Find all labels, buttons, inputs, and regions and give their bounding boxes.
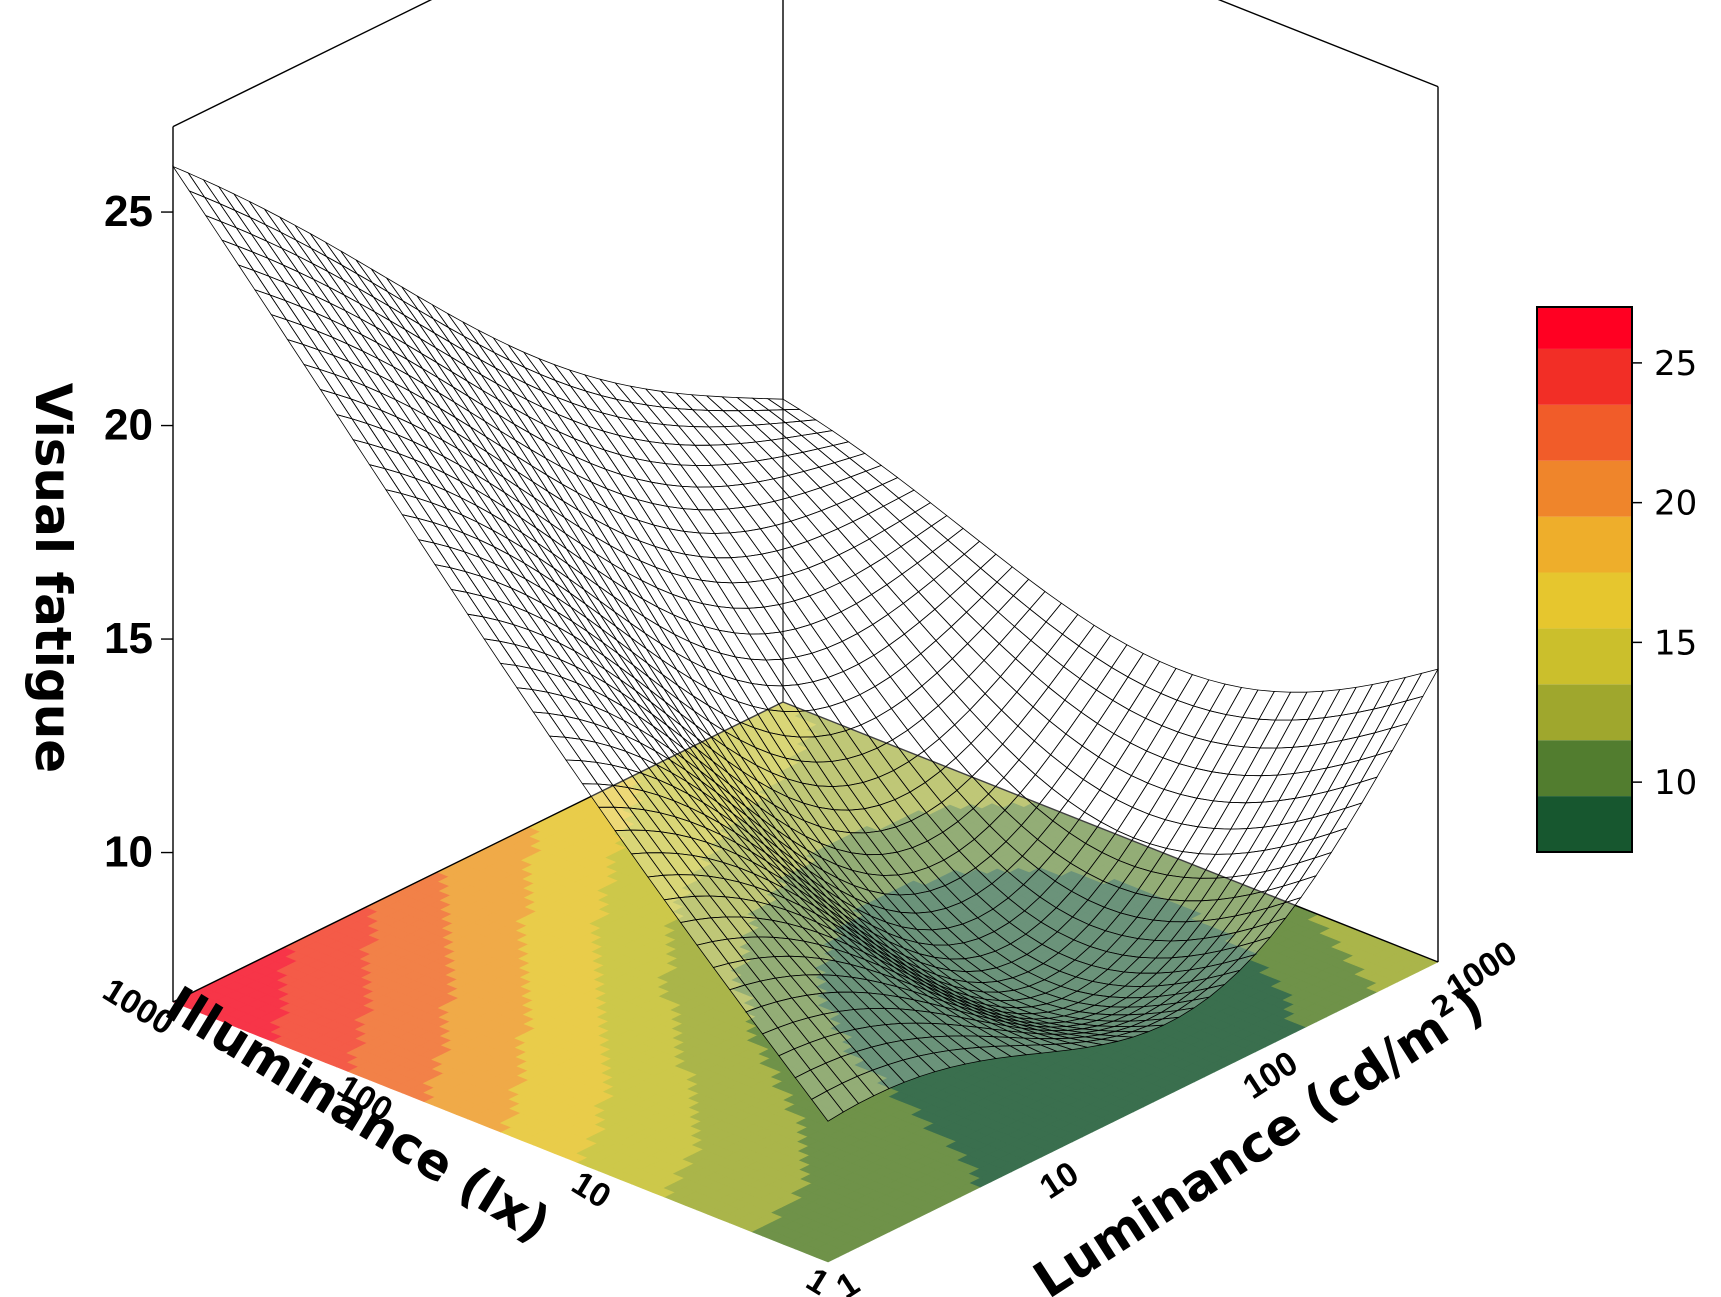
box-edge	[172, 0, 433, 128]
box-edge	[1217, 0, 1439, 88]
contour-floor	[172, 701, 1439, 1263]
